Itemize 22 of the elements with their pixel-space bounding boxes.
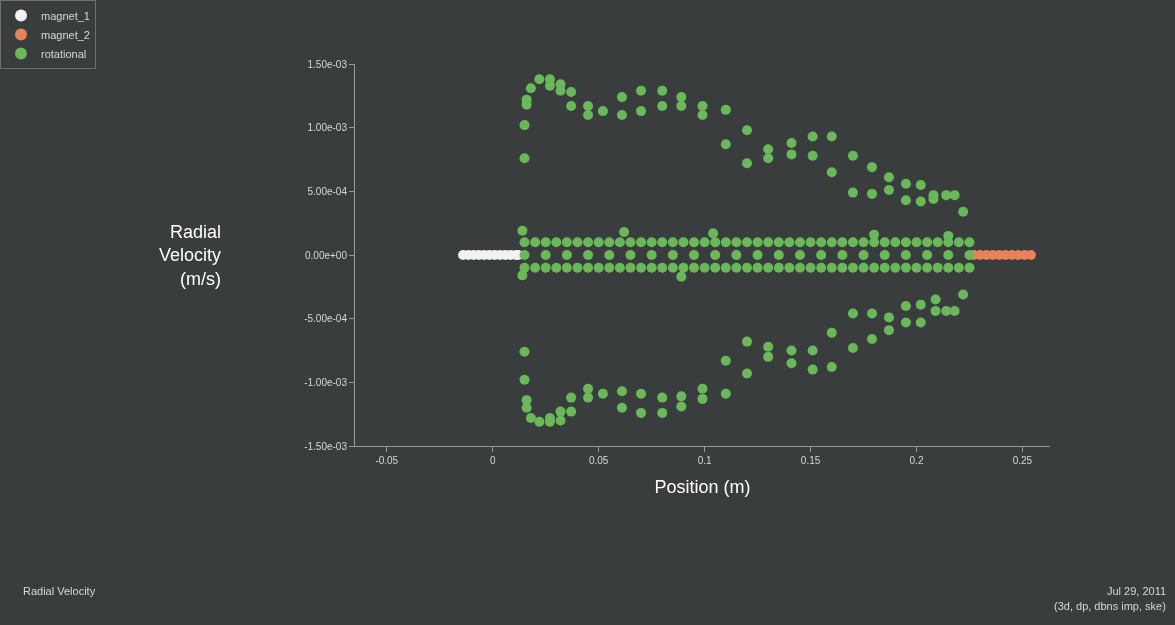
x-tick-label: 0.15 [800,455,821,466]
y-tick-label: 1.50e-03 [307,58,348,70]
y-axis-title: Radial Velocity (m/s) [159,222,222,289]
y-tick-label: 0.00e+00 [305,249,348,261]
x-tick-label: 0.25 [1012,455,1033,466]
x-tick-label: 0.2 [909,455,924,466]
x-tick-label: 0.1 [697,455,713,466]
x-tick-label: 0.05 [588,455,609,466]
y-tick-label: -5.00e-04 [304,313,348,325]
legend-label: magnet_1 [41,9,90,22]
y-tick-label: -1.00e-03 [304,376,348,388]
x-tick-label: 0 [489,455,496,466]
text: Radial Velocity [23,585,96,597]
x-tick-label: -0.05 [375,455,399,466]
text: (3d, dp, dbns imp, ske) [1054,600,1166,612]
y-tick-label: 1.00e-03 [307,122,348,134]
legend-label: rotational [41,47,87,60]
y-tick-label: 5.00e-04 [307,185,348,197]
text: Jul 29, 2011 [1107,585,1167,597]
x-axis-title: Position (m) [654,477,751,498]
y-tick-label: -1.50e-03 [304,440,348,452]
legend-label: magnet_2 [41,28,90,41]
